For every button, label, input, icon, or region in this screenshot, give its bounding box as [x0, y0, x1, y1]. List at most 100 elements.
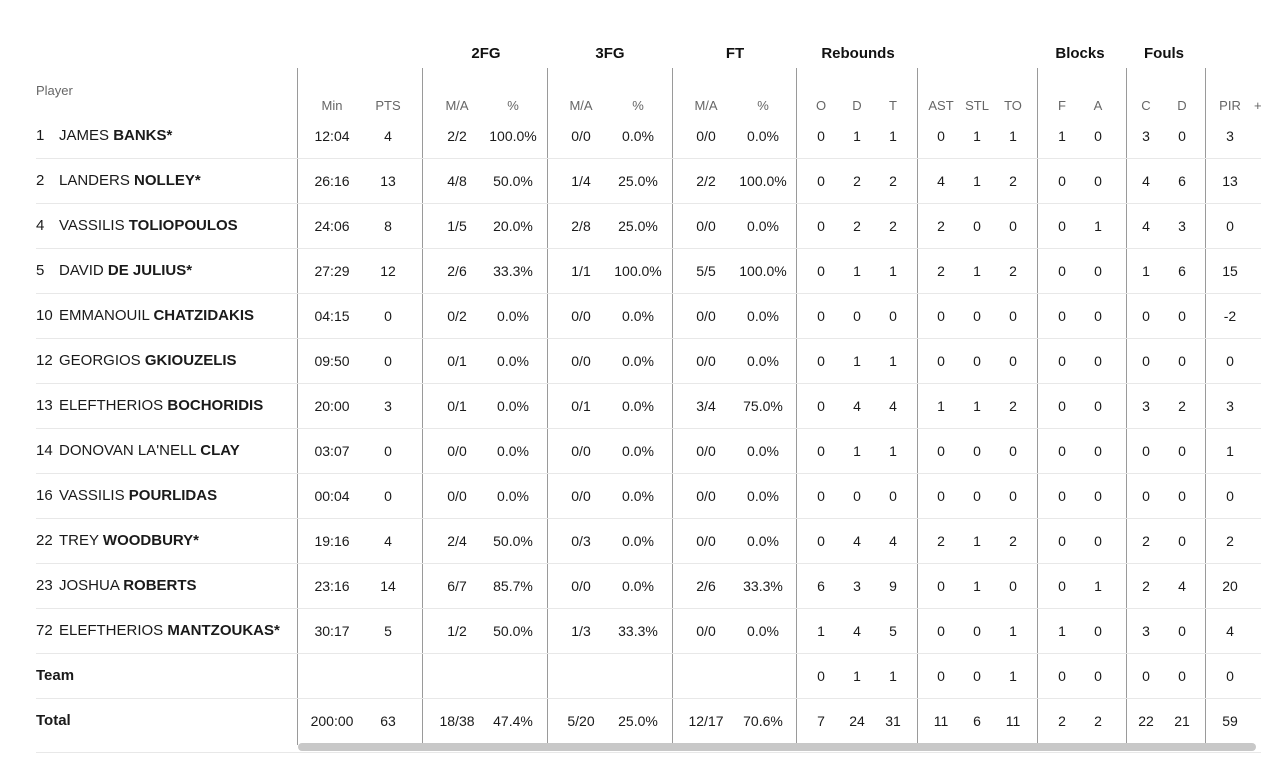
stat-cell: 4 [889, 398, 897, 414]
row-divider [36, 158, 1261, 159]
stat-cell: 11 [933, 713, 949, 729]
stat-cell: 4 [1142, 218, 1150, 234]
stat-cell: 0 [1094, 533, 1102, 549]
stat-cell: 0 [937, 308, 945, 324]
stat-cell: 1 [889, 128, 897, 144]
stat-cell: 0 [937, 623, 945, 639]
player-last-name: DE JULIUS* [107, 262, 193, 279]
stat-cell: 3 [1226, 128, 1234, 144]
player-name[interactable]: 10 EMMANOUIL CHATZIDAKIS [36, 307, 254, 324]
stat-cell: 0.0% [497, 443, 529, 459]
stat-cell: 0/0 [447, 443, 467, 459]
stat-cell: 2/2 [696, 173, 716, 189]
stat-cell: 0 [973, 443, 981, 459]
stat-cell: 09:50 [314, 353, 350, 369]
player-name[interactable]: 16 VASSILIS POURLIDAS [36, 487, 217, 504]
stat-cell: 0/1 [447, 398, 467, 414]
stat-cell: 0/0 [696, 623, 716, 639]
player-name[interactable]: 72 ELEFTHERIOS MANTZOUKAS* [36, 622, 280, 639]
player-first-name: VASSILIS [59, 487, 125, 504]
player-name[interactable]: 23 JOSHUA ROBERTS [36, 577, 197, 594]
stat-cell: 0.0% [747, 308, 779, 324]
player-name[interactable]: 2 LANDERS NOLLEY* [36, 172, 201, 189]
stat-cell: 6 [817, 578, 825, 594]
group-header-fouls: Fouls [1144, 45, 1184, 62]
stat-cell: 4/8 [447, 173, 467, 189]
player-name[interactable]: 5 DAVID DE JULIUS* [36, 262, 192, 279]
column-divider [1126, 68, 1127, 745]
player-first-name: ELEFTHERIOS [59, 622, 164, 639]
player-first-name: ELEFTHERIOS [59, 397, 164, 414]
column-header-cutoff: + [1254, 98, 1261, 113]
horizontal-scrollbar[interactable] [298, 743, 1256, 751]
stat-cell: 2/6 [696, 578, 716, 594]
row-divider [36, 473, 1261, 474]
stat-cell: 0 [889, 488, 897, 504]
stat-cell: 12 [380, 263, 396, 279]
stat-cell: 6 [973, 713, 981, 729]
player-name[interactable]: 22 TREY WOODBURY* [36, 532, 199, 549]
stat-cell: 0 [1178, 308, 1186, 324]
stat-cell: 3/4 [696, 398, 716, 414]
stat-cell: 0 [817, 128, 825, 144]
stat-cell: 1 [1094, 578, 1102, 594]
stat-cell: 1 [1226, 443, 1234, 459]
stat-cell: 0.0% [622, 533, 654, 549]
stat-cell: 0 [937, 578, 945, 594]
stat-cell: 23:16 [314, 578, 350, 594]
stat-cell: 3 [384, 398, 392, 414]
stat-cell: 2 [1009, 263, 1017, 279]
stat-cell: 0.0% [497, 308, 529, 324]
stat-cell: 0 [1009, 308, 1017, 324]
player-name[interactable]: 1 JAMES BANKS* [36, 127, 172, 144]
stat-cell: 1 [1094, 218, 1102, 234]
stat-cell: 0.0% [622, 353, 654, 369]
stat-cell: 0 [1058, 488, 1066, 504]
stat-cell: 31 [885, 713, 901, 729]
stat-cell: 1 [853, 668, 861, 684]
player-name[interactable]: 12 GEORGIOS GKIOUZELIS [36, 352, 237, 369]
player-name[interactable]: 13 ELEFTHERIOS BOCHORIDIS [36, 397, 263, 414]
stat-cell: 0 [1009, 353, 1017, 369]
stat-cell: 0 [817, 263, 825, 279]
stat-cell: 0 [817, 398, 825, 414]
stat-cell: 2 [1009, 398, 1017, 414]
stat-cell: 3 [1142, 623, 1150, 639]
stat-cell: 20:00 [314, 398, 350, 414]
stat-cell: 0 [817, 173, 825, 189]
group-header-3fg: 3FG [595, 45, 625, 62]
stat-cell: 0.0% [622, 128, 654, 144]
stat-cell: 0 [1058, 443, 1066, 459]
stat-cell: 1 [1058, 128, 1066, 144]
column-divider [1037, 68, 1038, 745]
stat-cell: 0/1 [447, 353, 467, 369]
stat-cell: 8 [384, 218, 392, 234]
player-last-name: CLAY [200, 442, 240, 459]
stat-cell: 5 [384, 623, 392, 639]
stat-cell: 13 [1222, 173, 1238, 189]
stat-cell: 4 [1142, 173, 1150, 189]
stat-cell: 0 [1058, 578, 1066, 594]
player-column-header: Player [36, 83, 73, 98]
player-number: 10 [36, 307, 53, 324]
stat-cell: 50.0% [493, 173, 533, 189]
stat-cell: 0 [817, 308, 825, 324]
player-number: 23 [36, 577, 53, 594]
stat-cell: 0 [1094, 353, 1102, 369]
stat-cell: 0 [1094, 263, 1102, 279]
stat-cell: 0 [1226, 218, 1234, 234]
stat-cell: 2 [889, 218, 897, 234]
stat-cell: 0 [937, 668, 945, 684]
stat-cell: -2 [1223, 308, 1237, 324]
stat-cell: 13 [380, 173, 396, 189]
stat-cell: 47.4% [493, 713, 533, 729]
player-last-name: TOLIOPOULOS [128, 217, 238, 234]
player-number: 4 [36, 217, 45, 234]
player-name[interactable]: 4 VASSILIS TOLIOPOULOS [36, 217, 238, 234]
player-name[interactable]: 14 DONOVAN LA'NELL CLAY [36, 442, 240, 459]
stat-cell: 0 [1094, 623, 1102, 639]
player-number: 22 [36, 532, 53, 549]
player-last-name: CHATZIDAKIS [153, 307, 255, 324]
stat-cell: 2 [1178, 398, 1186, 414]
row-divider [36, 518, 1261, 519]
